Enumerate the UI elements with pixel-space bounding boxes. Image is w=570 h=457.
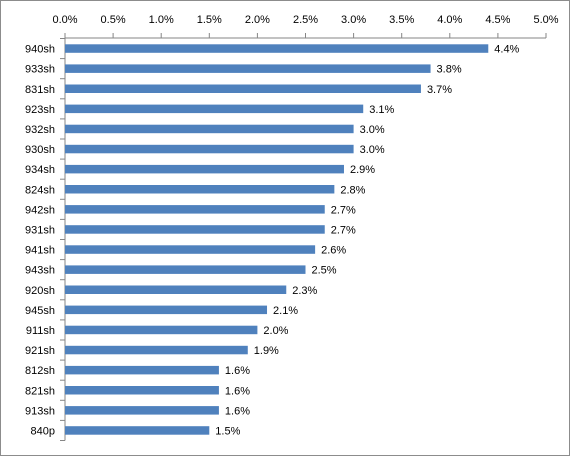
data-label: 2.5%	[312, 265, 337, 277]
bar	[65, 265, 306, 274]
data-label: 3.7%	[427, 84, 452, 96]
y-category-label: 821sh	[25, 385, 55, 397]
y-category-label: 931sh	[25, 224, 55, 236]
bar	[65, 64, 431, 73]
x-tick-label: 3.5%	[389, 14, 414, 26]
bar	[65, 305, 268, 315]
bar	[65, 104, 364, 114]
bar	[65, 164, 344, 174]
data-label: 3.0%	[360, 144, 385, 156]
y-category-label: 840p	[31, 425, 55, 437]
bar	[65, 44, 489, 53]
bar	[65, 345, 248, 355]
x-tick-label: 0.0%	[52, 14, 77, 26]
y-category-label: 911sh	[26, 325, 55, 337]
x-tick-label: 4.5%	[485, 14, 510, 26]
bar	[65, 386, 219, 395]
data-label: 3.1%	[369, 104, 394, 116]
x-tick-label: 2.5%	[293, 14, 318, 26]
x-tick-label: 1.5%	[197, 14, 222, 26]
bar	[65, 325, 258, 335]
y-category-label: 831sh	[25, 84, 55, 96]
y-category-label: 943sh	[25, 265, 55, 277]
data-label: 3.8%	[437, 64, 462, 76]
bar	[65, 406, 219, 415]
y-category-label: 941sh	[25, 245, 55, 257]
y-category-label: 920sh	[25, 285, 55, 297]
y-category-label: 921sh	[25, 345, 55, 357]
data-label: 2.3%	[292, 285, 317, 297]
y-category-label: 923sh	[25, 104, 55, 116]
data-label: 3.0%	[360, 124, 385, 136]
bar	[65, 426, 210, 435]
y-category-label: 934sh	[25, 164, 55, 176]
data-label: 1.9%	[254, 345, 279, 357]
data-label: 1.6%	[225, 385, 250, 397]
data-label: 2.1%	[273, 305, 298, 317]
x-tick-label: 5.0%	[533, 14, 558, 26]
y-category-label: 942sh	[25, 204, 55, 216]
x-tick-label: 3.0%	[341, 14, 366, 26]
data-label: 2.7%	[331, 204, 356, 216]
bar	[65, 285, 287, 294]
x-tick-label: 0.5%	[101, 14, 126, 26]
x-tick-label: 1.0%	[149, 14, 174, 26]
y-category-label: 933sh	[25, 64, 55, 76]
y-category-label: 940sh	[25, 44, 55, 56]
data-label: 1.5%	[215, 425, 240, 437]
data-label: 2.8%	[340, 184, 365, 196]
data-label: 1.6%	[225, 405, 250, 417]
data-label: 2.7%	[331, 224, 356, 236]
data-label: 4.4%	[494, 44, 519, 56]
y-category-label: 913sh	[25, 405, 55, 417]
y-category-label: 812sh	[25, 365, 55, 377]
y-category-label: 930sh	[25, 144, 55, 156]
bar	[65, 84, 421, 93]
x-tick-label: 4.0%	[437, 14, 462, 26]
data-label: 1.6%	[225, 365, 250, 377]
bar	[65, 185, 335, 194]
data-label: 2.9%	[350, 164, 375, 176]
bar	[65, 205, 325, 214]
y-category-label: 824sh	[25, 184, 55, 196]
bar	[65, 245, 316, 254]
y-category-label: 932sh	[25, 124, 55, 136]
bar	[65, 365, 219, 375]
bar	[65, 124, 354, 134]
bar	[65, 144, 354, 154]
bar	[65, 225, 325, 234]
x-tick-label: 2.0%	[245, 14, 270, 26]
data-label: 2.6%	[321, 245, 346, 257]
y-category-label: 945sh	[25, 305, 55, 317]
data-label: 2.0%	[263, 325, 288, 337]
